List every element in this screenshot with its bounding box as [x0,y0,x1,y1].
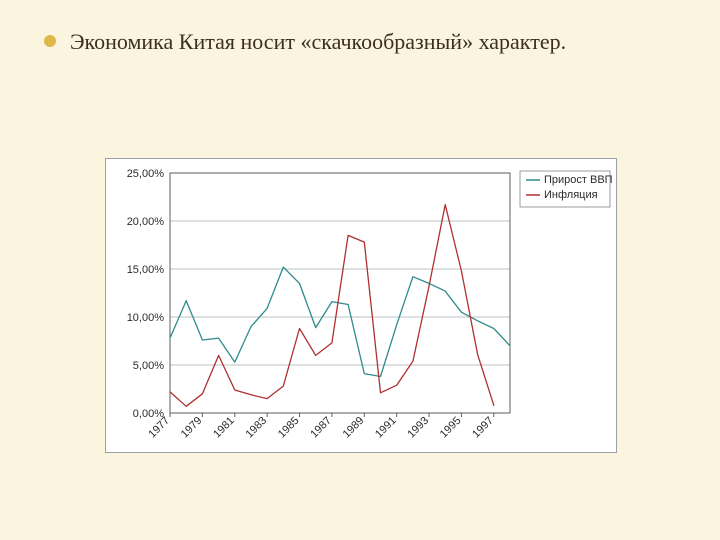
svg-text:1985: 1985 [276,415,302,441]
svg-text:1987: 1987 [308,415,334,441]
svg-text:1981: 1981 [211,415,237,441]
bullet-row: Экономика Китая носит «скачкообразный» х… [44,28,604,56]
bullet-text: Экономика Китая носит «скачкообразный» х… [70,28,566,56]
svg-text:25,00%: 25,00% [127,168,165,180]
svg-text:1979: 1979 [179,415,205,441]
chart-svg: 0,00%5,00%10,00%15,00%20,00%25,00%197719… [106,159,616,452]
svg-text:1989: 1989 [341,415,367,441]
svg-text:Прирост ВВП: Прирост ВВП [544,174,613,186]
svg-text:10,00%: 10,00% [127,312,165,324]
svg-text:1983: 1983 [243,415,269,441]
svg-text:5,00%: 5,00% [133,360,164,372]
bullet-dot [44,35,56,47]
svg-text:15,00%: 15,00% [127,264,165,276]
svg-text:1995: 1995 [438,415,464,441]
svg-text:Инфляция: Инфляция [544,189,598,201]
svg-text:1997: 1997 [470,415,496,441]
svg-text:1991: 1991 [373,415,399,441]
svg-text:20,00%: 20,00% [127,216,165,228]
line-chart: 0,00%5,00%10,00%15,00%20,00%25,00%197719… [105,158,617,453]
svg-text:1993: 1993 [405,415,431,441]
